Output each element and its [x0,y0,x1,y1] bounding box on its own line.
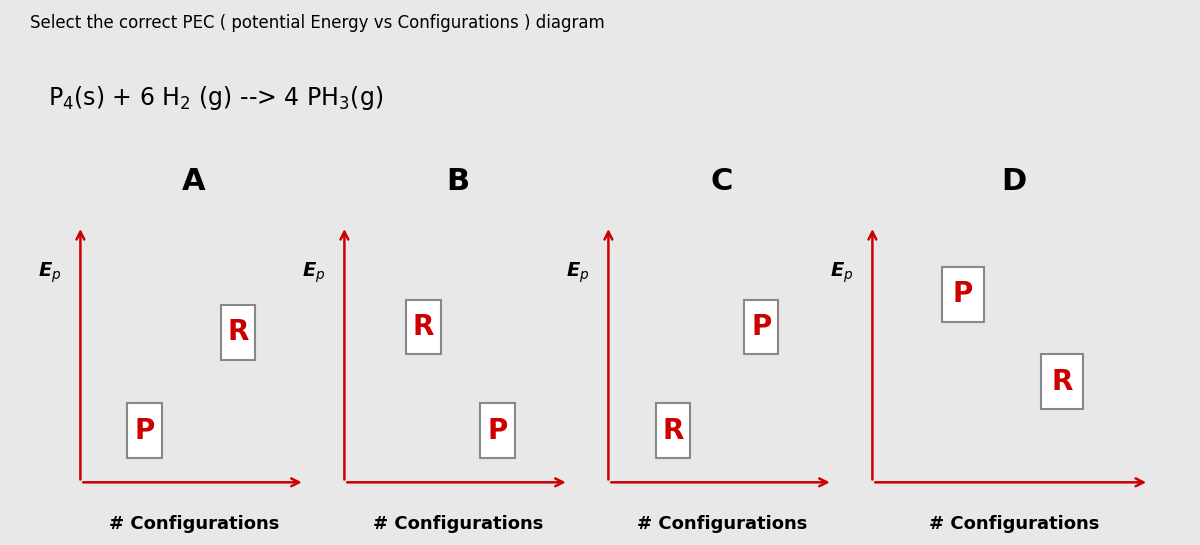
Text: Select the correct PEC ( potential Energy vs Configurations ) diagram: Select the correct PEC ( potential Energ… [30,14,605,32]
Text: A: A [182,167,205,196]
Text: D: D [1001,167,1027,196]
FancyBboxPatch shape [480,403,515,458]
Text: P: P [134,416,155,445]
Text: R: R [228,318,248,347]
Text: P: P [751,313,772,341]
Text: # Configurations: # Configurations [109,515,280,533]
FancyBboxPatch shape [127,403,162,458]
Text: # Configurations: # Configurations [637,515,808,533]
Text: E$_p$: E$_p$ [37,261,61,284]
Text: # Configurations: # Configurations [929,515,1099,533]
FancyBboxPatch shape [407,300,440,354]
FancyBboxPatch shape [655,403,690,458]
Text: C: C [710,167,733,196]
FancyBboxPatch shape [744,300,779,354]
Text: R: R [413,313,434,341]
Text: R: R [662,416,684,445]
Text: P: P [487,416,508,445]
Text: R: R [1051,367,1073,396]
Text: # Configurations: # Configurations [373,515,544,533]
Text: P$_4$(s) + 6 H$_2$ (g) --> 4 PH$_3$(g): P$_4$(s) + 6 H$_2$ (g) --> 4 PH$_3$(g) [48,84,383,112]
FancyBboxPatch shape [221,305,256,360]
Text: E$_p$: E$_p$ [565,261,589,284]
Text: P: P [953,280,973,308]
FancyBboxPatch shape [942,267,984,322]
Text: E$_p$: E$_p$ [301,261,325,284]
Text: B: B [446,167,469,196]
FancyBboxPatch shape [1042,354,1084,409]
Text: E$_p$: E$_p$ [829,261,853,284]
